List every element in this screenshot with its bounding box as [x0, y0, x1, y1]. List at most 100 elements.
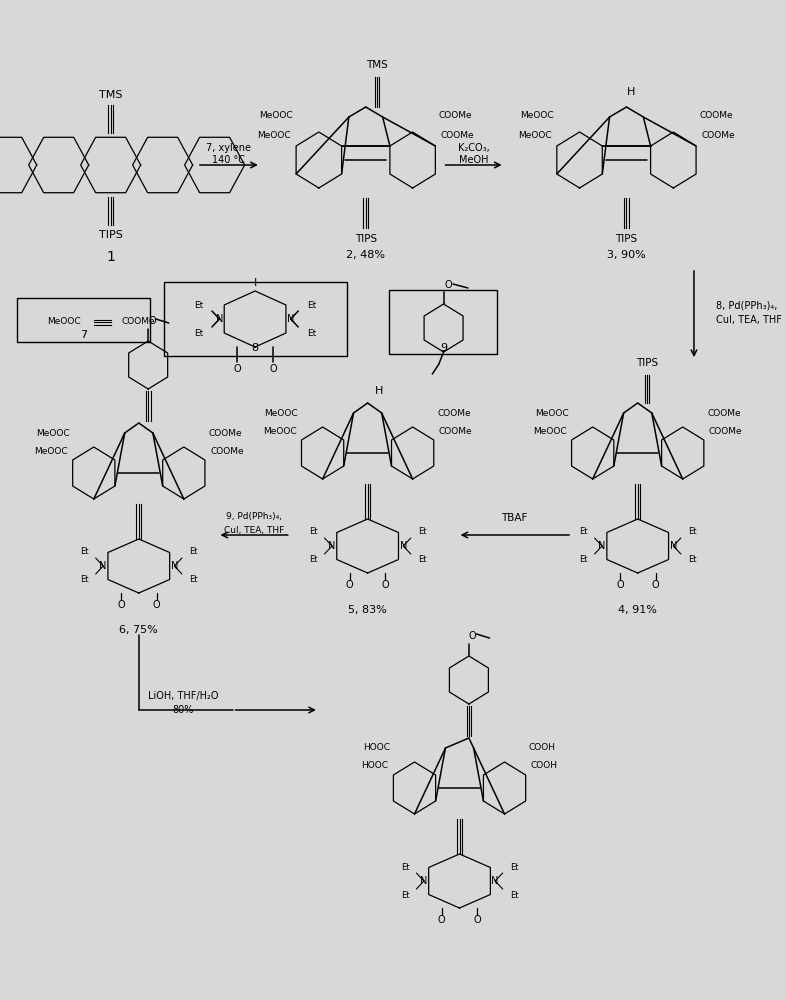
Text: COOMe: COOMe: [210, 446, 243, 456]
Text: N: N: [670, 541, 677, 551]
Text: N: N: [598, 541, 606, 551]
Text: TIPS: TIPS: [615, 234, 637, 244]
Text: HOOC: HOOC: [363, 744, 390, 752]
Text: COOMe: COOMe: [122, 318, 155, 326]
Text: TBAF: TBAF: [501, 513, 527, 523]
Text: COOMe: COOMe: [699, 110, 733, 119]
Text: N: N: [491, 876, 498, 886]
Text: MeOOC: MeOOC: [533, 426, 567, 436]
Text: COOMe: COOMe: [709, 426, 743, 436]
Text: CuI, TEA, THF: CuI, TEA, THF: [716, 315, 781, 325]
Text: H: H: [374, 386, 383, 396]
Text: 8: 8: [251, 343, 258, 353]
Text: Et: Et: [418, 528, 426, 536]
Text: O: O: [473, 915, 481, 925]
Text: O: O: [233, 364, 241, 374]
Text: TMS: TMS: [99, 90, 122, 100]
Text: N: N: [328, 541, 336, 551]
Text: MeOOC: MeOOC: [520, 110, 553, 119]
Text: N: N: [100, 561, 107, 571]
Text: COOH: COOH: [529, 744, 556, 752]
Text: MeOOC: MeOOC: [518, 130, 551, 139]
Text: Et: Et: [309, 528, 317, 536]
Text: 2, 48%: 2, 48%: [346, 250, 385, 260]
Text: 3, 90%: 3, 90%: [607, 250, 646, 260]
Text: O: O: [117, 600, 125, 610]
Text: I: I: [254, 278, 257, 288]
Text: CuI, TEA, THF: CuI, TEA, THF: [224, 526, 284, 534]
Text: O: O: [346, 580, 353, 590]
Text: 9, Pd(PPh₃)₄,: 9, Pd(PPh₃)₄,: [226, 512, 282, 520]
Text: Et: Et: [194, 300, 203, 310]
Text: 6, 75%: 6, 75%: [119, 625, 158, 635]
Text: 1: 1: [106, 250, 115, 264]
Text: MeOOC: MeOOC: [259, 110, 293, 119]
Text: MeOOC: MeOOC: [47, 318, 81, 326]
Text: COOMe: COOMe: [439, 426, 473, 436]
Text: TMS: TMS: [366, 60, 388, 70]
Text: Et: Et: [309, 556, 317, 564]
Bar: [164, 282, 347, 356]
Text: Et: Et: [579, 556, 587, 564]
Text: COOH: COOH: [531, 762, 558, 770]
Text: N: N: [420, 876, 428, 886]
Text: Et: Et: [418, 556, 426, 564]
Text: O: O: [148, 316, 155, 326]
Text: O: O: [444, 280, 452, 290]
Text: Et: Et: [509, 862, 518, 871]
Bar: [17, 298, 150, 342]
Text: 140 °C: 140 °C: [212, 155, 246, 165]
Text: COOMe: COOMe: [702, 130, 735, 139]
Text: HOOC: HOOC: [361, 762, 389, 770]
Text: MeOOC: MeOOC: [257, 130, 290, 139]
Text: COOMe: COOMe: [439, 110, 473, 119]
Text: MeOOC: MeOOC: [36, 428, 69, 438]
Text: O: O: [269, 364, 277, 374]
Text: TIPS: TIPS: [636, 358, 658, 368]
Text: Et: Et: [401, 862, 410, 871]
Text: Et: Et: [401, 890, 410, 900]
Text: Et: Et: [80, 548, 89, 556]
Text: N: N: [171, 561, 178, 571]
Text: K₂CO₃,: K₂CO₃,: [458, 143, 490, 153]
Text: MeOOC: MeOOC: [263, 426, 297, 436]
Text: LiOH, THF/H₂O: LiOH, THF/H₂O: [148, 691, 218, 701]
Text: Et: Et: [189, 548, 198, 556]
Text: N: N: [287, 314, 294, 324]
Text: H: H: [627, 87, 635, 97]
Text: MeOOC: MeOOC: [34, 446, 68, 456]
Text: N: N: [216, 314, 223, 324]
Text: O: O: [469, 631, 476, 641]
Text: O: O: [652, 580, 659, 590]
Text: Et: Et: [688, 556, 696, 564]
Text: O: O: [153, 600, 160, 610]
Text: MeOH: MeOH: [459, 155, 488, 165]
Text: O: O: [616, 580, 624, 590]
Text: 80%: 80%: [172, 705, 194, 715]
Text: 8, Pd(PPh₃)₄,: 8, Pd(PPh₃)₄,: [716, 300, 777, 310]
Text: Et: Et: [307, 328, 316, 338]
Text: COOMe: COOMe: [437, 408, 471, 418]
Text: Et: Et: [80, 576, 89, 584]
Text: COOMe: COOMe: [440, 130, 474, 139]
Text: TIPS: TIPS: [99, 230, 122, 240]
Text: 4, 91%: 4, 91%: [619, 605, 657, 615]
Bar: [389, 290, 497, 354]
Text: Et: Et: [307, 300, 316, 310]
Text: COOMe: COOMe: [707, 408, 741, 418]
Text: Et: Et: [189, 576, 198, 584]
Text: 7, xylene: 7, xylene: [206, 143, 251, 153]
Text: 5, 83%: 5, 83%: [349, 605, 387, 615]
Text: 9: 9: [440, 343, 447, 353]
Text: Et: Et: [579, 528, 587, 536]
Text: COOMe: COOMe: [208, 428, 242, 438]
Text: MeOOC: MeOOC: [535, 408, 568, 418]
Text: O: O: [438, 915, 446, 925]
Text: O: O: [382, 580, 389, 590]
Text: Et: Et: [688, 528, 696, 536]
Text: Et: Et: [509, 890, 518, 900]
Text: MeOOC: MeOOC: [265, 408, 298, 418]
Text: 7: 7: [80, 330, 87, 340]
Text: Et: Et: [194, 328, 203, 338]
Text: TIPS: TIPS: [355, 234, 377, 244]
